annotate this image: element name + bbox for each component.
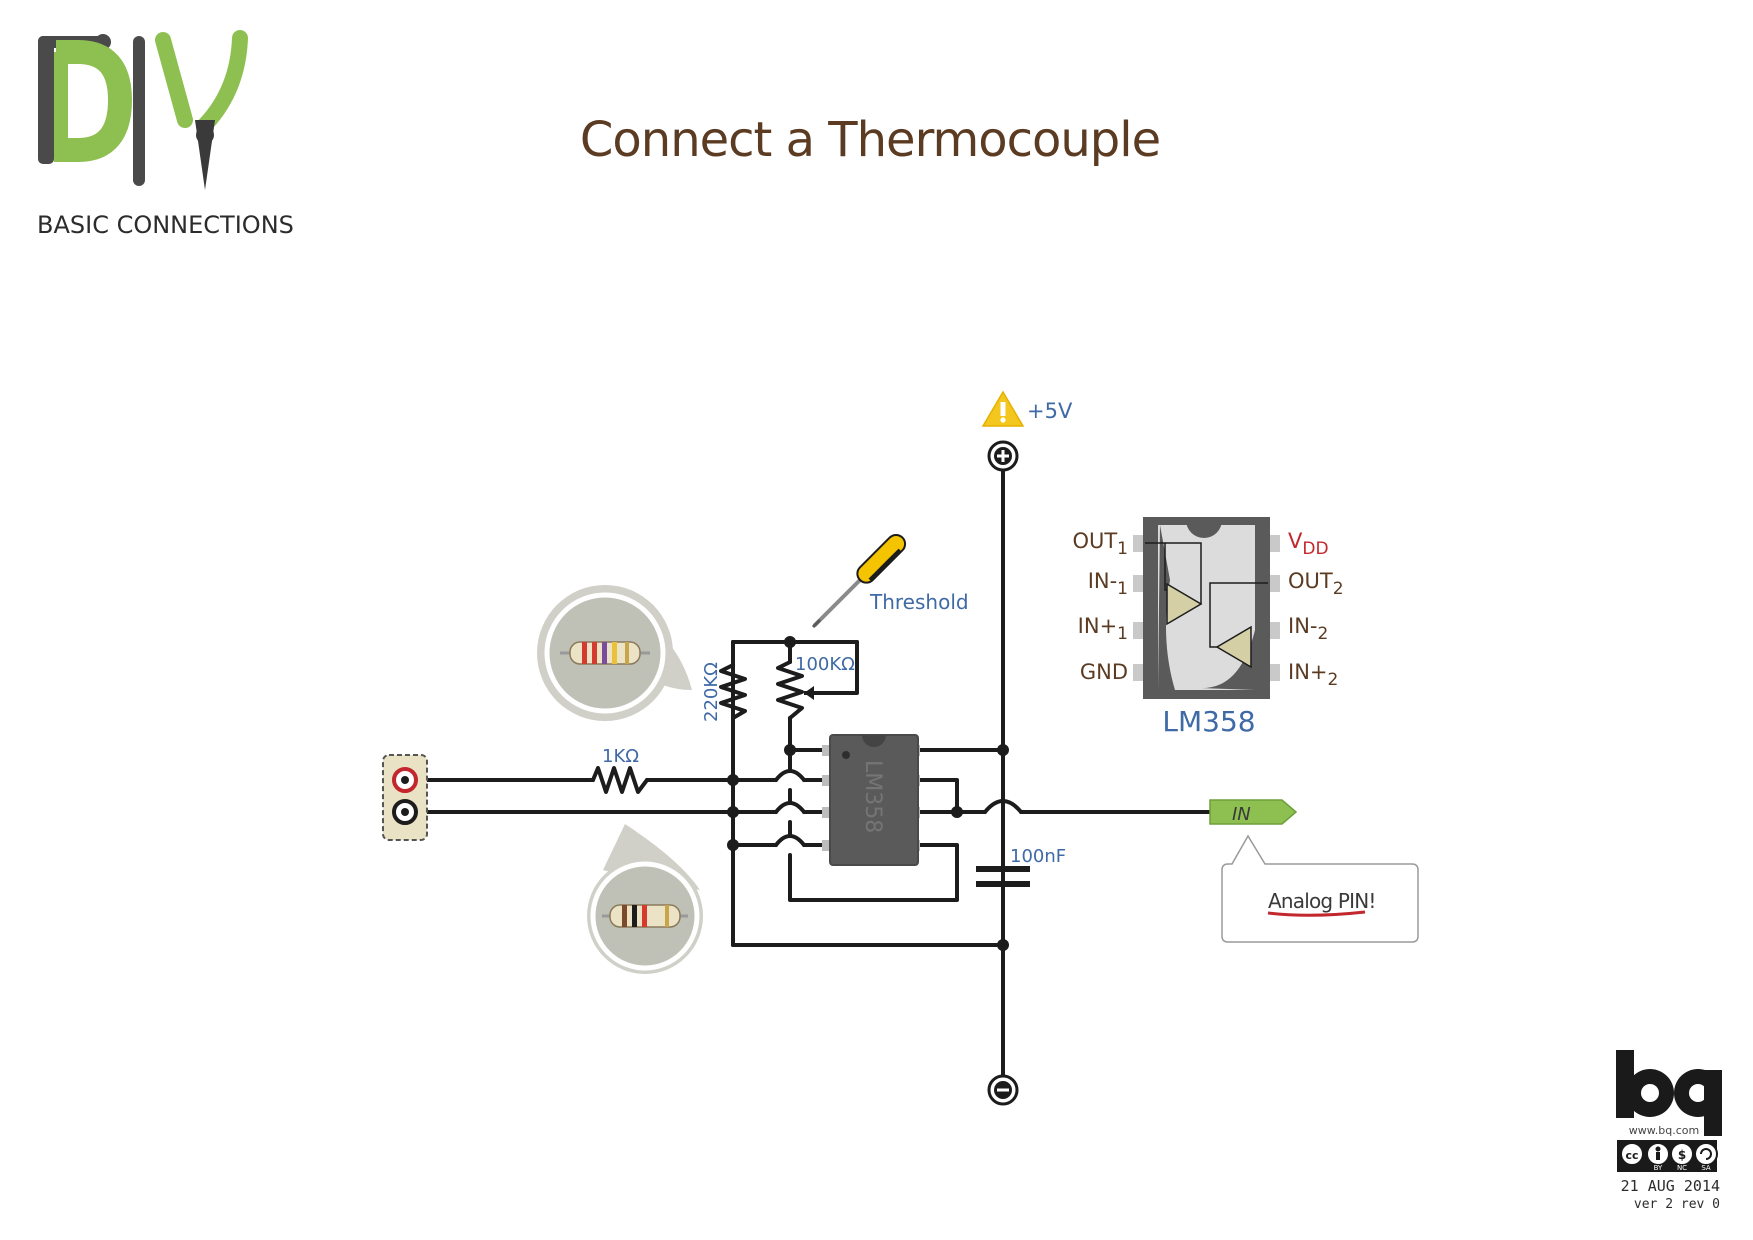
wires: [408, 468, 1212, 1077]
resistor-220k-magnifier: [537, 585, 692, 721]
pin-in2-neg-label: IN-2: [1288, 614, 1328, 644]
cc-icon: [1620, 1142, 1644, 1166]
pin-gnd-label: GND: [1080, 660, 1128, 684]
sa-icon: [1694, 1142, 1718, 1166]
capacitor-label: 100nF: [1010, 846, 1066, 867]
lm358-pinout: LM358 OUT1 IN-1 IN+1 GND VDD OUT2 IN-2 I…: [1072, 517, 1344, 738]
threshold-label: Threshold: [869, 590, 969, 614]
analog-pin-callout: Analog PIN!: [1221, 834, 1419, 943]
license-by: BY: [1654, 1164, 1663, 1172]
license-sa: SA: [1701, 1164, 1711, 1172]
chip-body-label: LM358: [860, 760, 885, 833]
lm358-chip: LM358: [822, 734, 920, 866]
resistor-1k: 1KΩ: [591, 746, 649, 794]
brand-subtitle: BASIC CONNECTIONS: [37, 211, 294, 239]
capacitor-100nf: 100nF: [976, 812, 1066, 945]
thermocouple-connector: [382, 754, 428, 841]
pinout-chip-name: LM358: [1162, 705, 1255, 738]
pin-out2-label: OUT2: [1288, 569, 1344, 599]
callout-text: Analog PIN!: [1268, 889, 1376, 913]
output-pin-label: IN: [1232, 804, 1251, 825]
page-title: Connect a Thermocouple: [580, 112, 1160, 168]
ground-terminal: [987, 1074, 1019, 1106]
supply-label: +5V: [1027, 399, 1073, 423]
supply-5v: +5V: [981, 390, 1073, 472]
potentiometer-100k: 100KΩ: [776, 654, 855, 720]
cc-license-badge: cc $ BY NC SA: [1617, 1140, 1718, 1172]
resistor-1k-magnifier: [587, 824, 703, 974]
bq-website: www.bq.com: [1629, 1124, 1699, 1137]
junction-dots: [727, 636, 1009, 951]
output-pin-tag: IN: [1209, 799, 1298, 825]
svg-text:$: $: [1678, 1148, 1686, 1162]
bq-logo: www.bq.com: [1616, 1050, 1722, 1137]
revision-version: ver 2 rev 0: [1634, 1197, 1720, 1212]
license-nc: NC: [1677, 1164, 1687, 1172]
revision-date: 21 AUG 2014: [1621, 1177, 1720, 1195]
screwdriver-icon: [811, 533, 907, 629]
resistor-220k: 220KΩ: [701, 662, 747, 722]
pin-out1-label: OUT1: [1072, 529, 1128, 559]
resistor-1k-label: 1KΩ: [602, 746, 639, 767]
resistor-220k-label: 220KΩ: [701, 662, 722, 722]
pin-in1-neg-label: IN-1: [1088, 569, 1128, 599]
pin-in1-pos-label: IN+1: [1078, 614, 1128, 644]
svg-text:cc: cc: [1625, 1149, 1638, 1162]
pot-100k-label: 100KΩ: [795, 654, 855, 675]
nc-icon: [1670, 1142, 1694, 1166]
diy-logo: BASIC CONNECTIONS: [37, 30, 294, 239]
pin-in2-pos-label: IN+2: [1288, 660, 1338, 690]
pin-vdd-label: VDD: [1288, 529, 1329, 559]
